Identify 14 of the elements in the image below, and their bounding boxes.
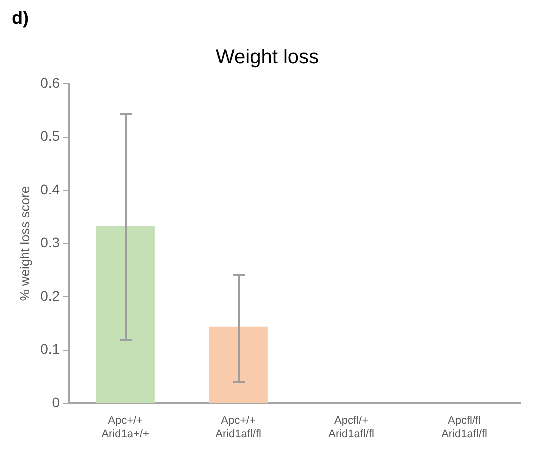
chart-title: Weight loss [216,46,320,69]
y-tick-label: 0.6 [40,74,60,91]
x-tick-label: Apcfl/+ Arid1afl/fl [328,415,374,440]
x-tick-label: Apcfl/fl Arid1afl/fl [442,415,488,440]
x-tick-label: Apc+/+ Arid1a+/+ [102,415,150,440]
y-tick-label: 0.5 [40,128,60,144]
y-tick-label: 0.2 [40,288,60,304]
y-tick-label: 0 [52,394,60,410]
y-tick-label: 0.4 [40,181,60,198]
text: d) [12,8,29,28]
y-tick-label: 0.1 [40,341,60,358]
y-axis-title: % weight loss score [17,186,32,302]
y-tick-label: 0.3 [40,234,60,251]
x-tick-label: Apc+/+ Arid1afl/fl [216,415,262,440]
